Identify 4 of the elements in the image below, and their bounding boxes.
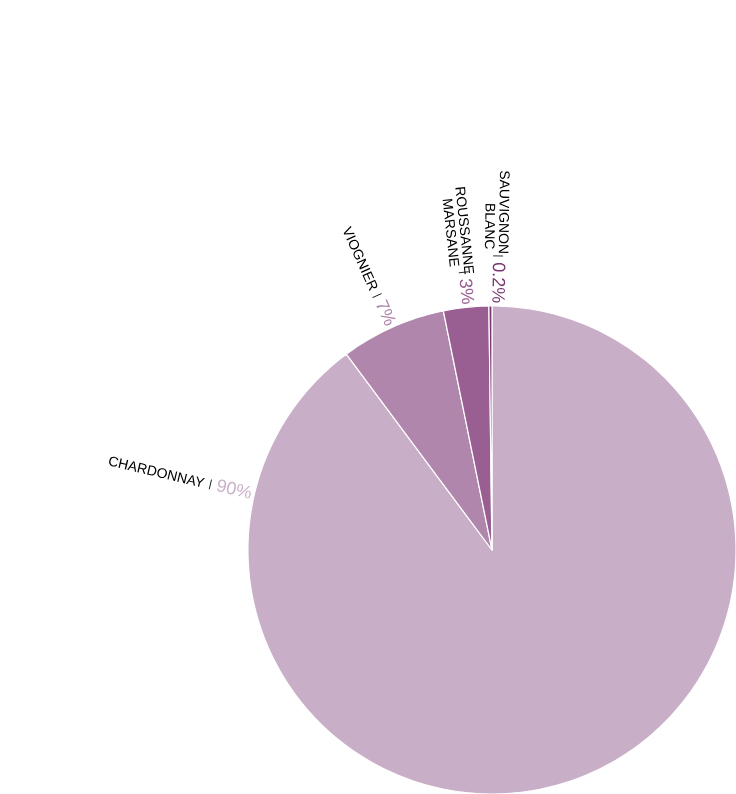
data-label: 3% [459, 279, 475, 304]
data-label: 7% [376, 299, 396, 326]
data-label: 0.2% [492, 263, 506, 303]
data-label: 90% [217, 479, 251, 499]
